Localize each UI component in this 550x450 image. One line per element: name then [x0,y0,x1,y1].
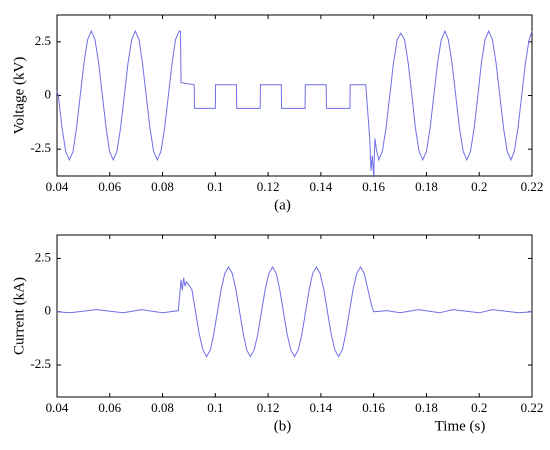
x-tick-label: 0.2 [471,179,487,194]
x-axis-label: Time (s) [435,418,486,434]
data-line [56,265,533,358]
x-tick-label: 0.18 [415,400,438,415]
x-tick-label: 0.22 [521,179,544,194]
x-tick-label: 0.16 [362,400,385,415]
x-tick-label: 0.06 [98,400,121,415]
caption: (b) [274,418,292,434]
y-tick-label: 0 [45,86,52,101]
plot-area [56,234,533,398]
y-tick-label: 2.5 [35,249,51,264]
x-tick-label: 0.18 [415,179,438,194]
x-tick-label: 0.06 [98,179,121,194]
x-tick-label: 0.08 [151,179,174,194]
y-tick-label: 2.5 [35,33,51,48]
x-tick-label: 0.04 [46,179,69,194]
x-tick-label: 0.2 [471,400,487,415]
x-tick-label: 0.1 [207,400,223,415]
plot-area [56,14,533,177]
y-tick-label: -2.5 [30,356,51,371]
x-tick-label: 0.14 [310,400,333,415]
y-axis-label: Voltage (kV) [11,57,27,135]
x-tick-label: 0.22 [521,400,544,415]
x-tick-label: 0.12 [257,400,280,415]
x-tick-label: 0.14 [310,179,333,194]
x-tick-label: 0.12 [257,179,280,194]
data-line [56,29,533,178]
x-tick-label: 0.16 [362,179,385,194]
y-tick-label: -2.5 [30,140,51,155]
y-axis-label: Current (kA) [11,277,27,355]
caption: (a) [274,197,291,213]
x-tick-label: 0.04 [46,400,69,415]
x-tick-label: 0.08 [151,400,174,415]
x-tick-label: 0.1 [207,179,223,194]
y-tick-label: 0 [45,303,52,318]
